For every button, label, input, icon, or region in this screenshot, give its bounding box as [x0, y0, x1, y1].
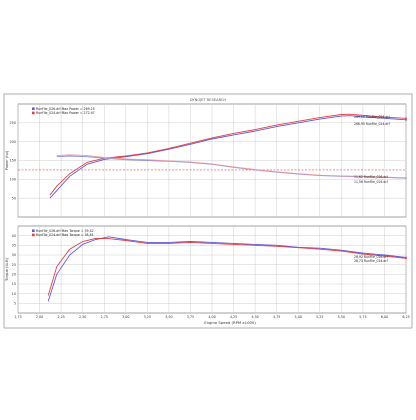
y-tick-label: 50 — [12, 196, 16, 200]
legend-swatch — [32, 229, 35, 232]
y-tick-label: 25 — [12, 263, 16, 267]
x-tick-label: 2,00 — [36, 315, 43, 319]
end-value-label: 269,19 RunFile_026.drf — [354, 115, 391, 119]
legend-entry: RunFile_024.drf Max Torque = 38,61 — [36, 233, 94, 237]
legend-entry: RunFile_026.drf Max Power = 269.19 — [36, 107, 95, 111]
x-tick-label: 2,25 — [57, 315, 64, 319]
y-axis-label: Torque (lb-ft) — [5, 257, 9, 282]
y-tick-label: 5 — [14, 302, 16, 306]
y-tick-label: 100 — [10, 178, 16, 182]
x-tick-label: 3,25 — [144, 315, 151, 319]
torque-panel: 5 10 15 20 25 30 35 40 Torque (lb-ft) RunFile_026… — [5, 225, 410, 319]
legend-entry: RunFile_026.drf Max Torque = 39,42 — [36, 229, 94, 233]
y-axis-label: Power (hp) — [5, 150, 9, 170]
x-tick-label: 3,75 — [187, 315, 194, 319]
end-value-label: 11,56 RunFile_024.drf — [354, 180, 389, 184]
x-tick-label: 3,50 — [165, 315, 172, 319]
x-tick-label: 2,75 — [101, 315, 108, 319]
y-tick-label: 30 — [12, 253, 16, 257]
x-tick-label: 6,00 — [381, 315, 388, 319]
power-panel: 50 100 150 200 250 Power (hp) RunFile_026.drf … — [5, 103, 407, 218]
series-end-point-0 — [405, 118, 407, 121]
series-line-1 — [49, 113, 407, 196]
end-value-label: 266,95 RunFile_024.drf — [354, 122, 391, 126]
x-tick-label: 5,25 — [316, 315, 323, 319]
series-line-0 — [47, 236, 407, 302]
y-tick-label: 20 — [12, 273, 16, 277]
x-tick-label: 4,25 — [230, 315, 237, 319]
chart-header: DYNOJET RESEARCH — [190, 98, 227, 102]
series-end-point-3 — [405, 176, 407, 179]
series-line-3 — [56, 154, 407, 179]
series-line-0 — [49, 115, 407, 199]
y-tick-label: 40 — [12, 234, 16, 238]
x-tick-label: 4,50 — [251, 315, 258, 319]
x-tick-label: 6,25 — [402, 315, 409, 319]
x-tick-label: 1,75 — [14, 315, 21, 319]
x-axis-title: Engine Speed (RPM x1000) — [204, 320, 256, 325]
x-tick-label: 5,75 — [359, 315, 366, 319]
series-end-point-1 — [405, 257, 407, 260]
end-value-label: 28,92 RunFile_026.drf — [354, 255, 389, 259]
legend-swatch — [32, 111, 35, 115]
y-tick-label: 35 — [12, 244, 16, 248]
y-tick-label: 150 — [10, 159, 16, 163]
x-tick-label: 4,75 — [273, 315, 280, 319]
series-line-1 — [47, 237, 407, 296]
x-tick-label: 4,00 — [208, 315, 215, 319]
y-tick-label: 250 — [10, 121, 16, 125]
legend-swatch — [32, 107, 35, 110]
x-tick-label: 5,50 — [338, 315, 345, 319]
x-tick-label: 3,00 — [122, 315, 129, 319]
x-tick-label: 5,00 — [295, 315, 302, 319]
legend-entry: RunFile_024.drf Max Power = 272.97 — [36, 111, 95, 115]
end-value-label: 28,73 RunFile_024.drf — [354, 259, 389, 263]
legend-swatch — [32, 233, 35, 237]
x-tick-label: 2,50 — [79, 315, 86, 319]
y-tick-label: 10 — [12, 292, 16, 296]
series-end-point-1 — [405, 117, 407, 120]
y-tick-label: 200 — [10, 140, 16, 144]
y-tick-label: 15 — [12, 282, 16, 286]
end-value-label: 11,62 RunFile_026.drf — [354, 175, 389, 179]
